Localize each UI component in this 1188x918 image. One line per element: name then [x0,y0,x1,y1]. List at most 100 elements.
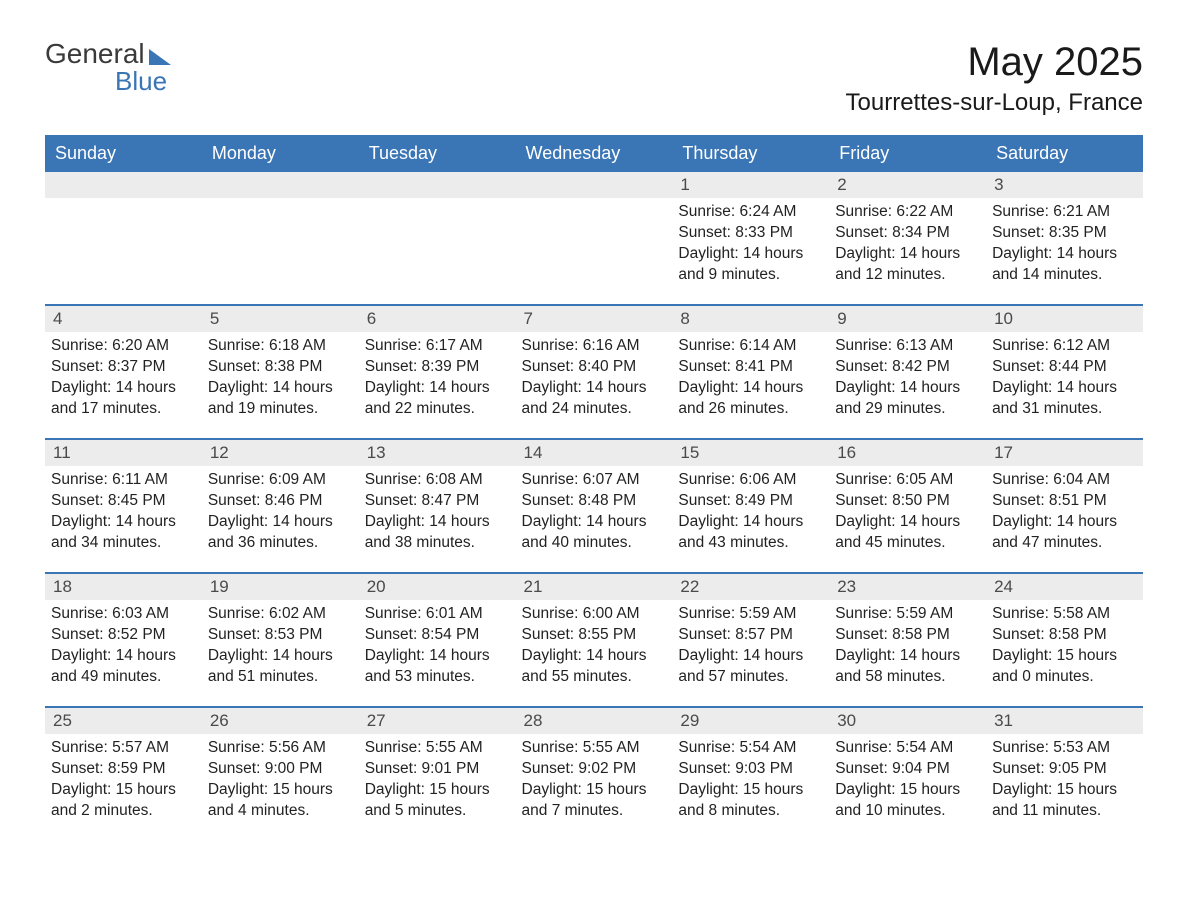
sunset-line: Sunset: 8:51 PM [992,491,1137,511]
day-number: 29 [672,708,829,734]
calendar-day-cell: 9Sunrise: 6:13 AMSunset: 8:42 PMDaylight… [829,305,986,439]
sunrise-line: Sunrise: 6:01 AM [365,604,510,624]
calendar-day-cell: 29Sunrise: 5:54 AMSunset: 9:03 PMDayligh… [672,707,829,841]
day-number: 6 [359,306,516,332]
sunrise-line: Sunrise: 6:22 AM [835,202,980,222]
day-number: 3 [986,172,1143,198]
sunrise-line: Sunrise: 6:13 AM [835,336,980,356]
day-number: 7 [516,306,673,332]
daylight-line-2: and 8 minutes. [678,801,823,821]
daylight-line-1: Daylight: 15 hours [992,646,1137,666]
daylight-line-1: Daylight: 14 hours [678,646,823,666]
sunset-line: Sunset: 8:46 PM [208,491,353,511]
day-detail: Sunrise: 6:12 AMSunset: 8:44 PMDaylight:… [986,332,1143,427]
day-number: 28 [516,708,673,734]
day-number-empty [516,172,673,198]
day-detail: Sunrise: 6:14 AMSunset: 8:41 PMDaylight:… [672,332,829,427]
daylight-line-1: Daylight: 14 hours [51,378,196,398]
daylight-line-1: Daylight: 14 hours [992,378,1137,398]
sunset-line: Sunset: 8:34 PM [835,223,980,243]
calendar-week-row: 11Sunrise: 6:11 AMSunset: 8:45 PMDayligh… [45,439,1143,573]
sunrise-line: Sunrise: 6:07 AM [522,470,667,490]
day-detail: Sunrise: 5:54 AMSunset: 9:03 PMDaylight:… [672,734,829,829]
sunset-line: Sunset: 8:47 PM [365,491,510,511]
daylight-line-1: Daylight: 15 hours [522,780,667,800]
day-detail: Sunrise: 5:53 AMSunset: 9:05 PMDaylight:… [986,734,1143,829]
sunrise-line: Sunrise: 6:02 AM [208,604,353,624]
sunset-line: Sunset: 8:53 PM [208,625,353,645]
day-number: 4 [45,306,202,332]
daylight-line-2: and 17 minutes. [51,399,196,419]
sunrise-line: Sunrise: 6:14 AM [678,336,823,356]
day-detail: Sunrise: 6:22 AMSunset: 8:34 PMDaylight:… [829,198,986,293]
daylight-line-1: Daylight: 15 hours [835,780,980,800]
daylight-line-1: Daylight: 14 hours [51,512,196,532]
calendar-day-cell: 21Sunrise: 6:00 AMSunset: 8:55 PMDayligh… [516,573,673,707]
daylight-line-2: and 4 minutes. [208,801,353,821]
daylight-line-1: Daylight: 14 hours [678,512,823,532]
logo-triangle-icon [149,49,171,65]
daylight-line-1: Daylight: 14 hours [208,378,353,398]
daylight-line-2: and 34 minutes. [51,533,196,553]
weekday-header: Thursday [672,136,829,171]
sunset-line: Sunset: 9:01 PM [365,759,510,779]
daylight-line-1: Daylight: 14 hours [835,378,980,398]
day-detail: Sunrise: 6:17 AMSunset: 8:39 PMDaylight:… [359,332,516,427]
daylight-line-2: and 14 minutes. [992,265,1137,285]
calendar-day-cell: 13Sunrise: 6:08 AMSunset: 8:47 PMDayligh… [359,439,516,573]
sunrise-line: Sunrise: 5:58 AM [992,604,1137,624]
sunset-line: Sunset: 8:35 PM [992,223,1137,243]
calendar-day-cell: 30Sunrise: 5:54 AMSunset: 9:04 PMDayligh… [829,707,986,841]
calendar-week-row: 1Sunrise: 6:24 AMSunset: 8:33 PMDaylight… [45,171,1143,305]
sunrise-line: Sunrise: 5:54 AM [678,738,823,758]
sunrise-line: Sunrise: 5:57 AM [51,738,196,758]
sunrise-line: Sunrise: 6:17 AM [365,336,510,356]
sunset-line: Sunset: 8:33 PM [678,223,823,243]
daylight-line-2: and 29 minutes. [835,399,980,419]
calendar-day-cell: 23Sunrise: 5:59 AMSunset: 8:58 PMDayligh… [829,573,986,707]
sunset-line: Sunset: 8:38 PM [208,357,353,377]
day-number: 11 [45,440,202,466]
sunset-line: Sunset: 8:59 PM [51,759,196,779]
day-number: 1 [672,172,829,198]
weekday-header: Sunday [45,136,202,171]
calendar-day-cell: 25Sunrise: 5:57 AMSunset: 8:59 PMDayligh… [45,707,202,841]
sunrise-line: Sunrise: 6:05 AM [835,470,980,490]
daylight-line-2: and 5 minutes. [365,801,510,821]
day-detail: Sunrise: 5:54 AMSunset: 9:04 PMDaylight:… [829,734,986,829]
sunset-line: Sunset: 8:41 PM [678,357,823,377]
day-number: 14 [516,440,673,466]
sunrise-line: Sunrise: 5:53 AM [992,738,1137,758]
calendar-day-cell: 12Sunrise: 6:09 AMSunset: 8:46 PMDayligh… [202,439,359,573]
sunset-line: Sunset: 9:03 PM [678,759,823,779]
sunset-line: Sunset: 8:52 PM [51,625,196,645]
calendar-day-cell: 22Sunrise: 5:59 AMSunset: 8:57 PMDayligh… [672,573,829,707]
calendar-day-cell: 4Sunrise: 6:20 AMSunset: 8:37 PMDaylight… [45,305,202,439]
day-number: 31 [986,708,1143,734]
logo-text-general: General [45,40,145,68]
sunrise-line: Sunrise: 6:16 AM [522,336,667,356]
day-detail: Sunrise: 5:55 AMSunset: 9:01 PMDaylight:… [359,734,516,829]
day-detail: Sunrise: 6:06 AMSunset: 8:49 PMDaylight:… [672,466,829,561]
calendar-week-row: 18Sunrise: 6:03 AMSunset: 8:52 PMDayligh… [45,573,1143,707]
daylight-line-2: and 2 minutes. [51,801,196,821]
day-number: 20 [359,574,516,600]
daylight-line-1: Daylight: 14 hours [678,378,823,398]
daylight-line-2: and 55 minutes. [522,667,667,687]
calendar-day-cell [516,171,673,305]
calendar-header-row: SundayMondayTuesdayWednesdayThursdayFrid… [45,136,1143,171]
sunset-line: Sunset: 8:44 PM [992,357,1137,377]
calendar-day-cell [202,171,359,305]
day-number: 13 [359,440,516,466]
calendar-day-cell: 10Sunrise: 6:12 AMSunset: 8:44 PMDayligh… [986,305,1143,439]
daylight-line-2: and 11 minutes. [992,801,1137,821]
daylight-line-1: Daylight: 15 hours [208,780,353,800]
daylight-line-1: Daylight: 14 hours [678,244,823,264]
sunset-line: Sunset: 8:50 PM [835,491,980,511]
sunrise-line: Sunrise: 5:55 AM [522,738,667,758]
daylight-line-2: and 45 minutes. [835,533,980,553]
weekday-header: Monday [202,136,359,171]
calendar-table: SundayMondayTuesdayWednesdayThursdayFrid… [45,135,1143,841]
day-number: 16 [829,440,986,466]
daylight-line-2: and 31 minutes. [992,399,1137,419]
